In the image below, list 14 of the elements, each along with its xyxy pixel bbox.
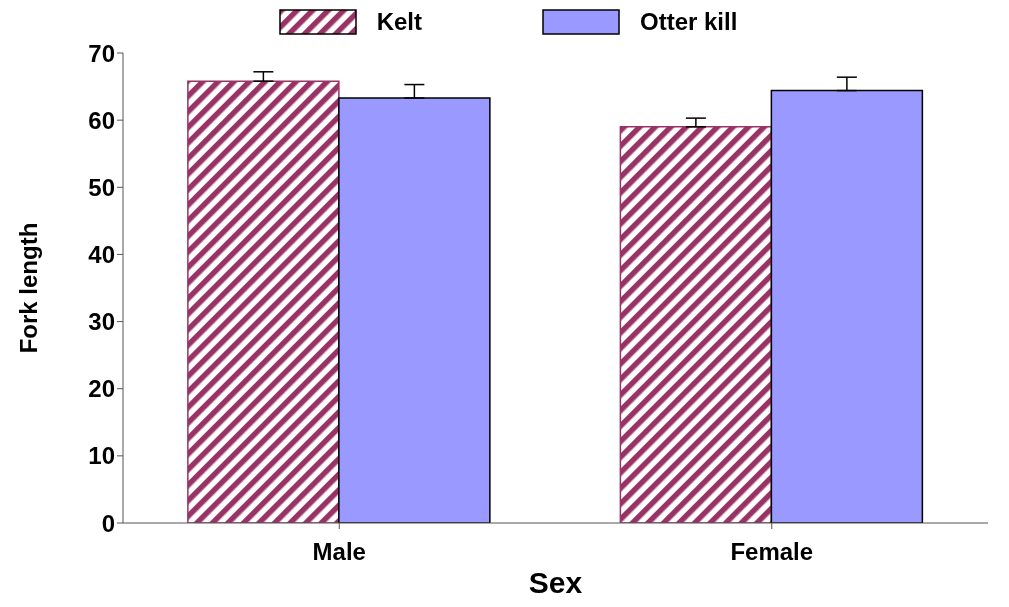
y-tick-label: 30 xyxy=(88,308,115,336)
x-tick-label: Female xyxy=(730,538,814,566)
x-tick-label: Male xyxy=(312,538,366,566)
y-tick-label: 0 xyxy=(101,509,115,537)
y-tick-label: 40 xyxy=(88,240,115,268)
legend-label: Kelt xyxy=(376,8,422,36)
y-tick-label: 50 xyxy=(88,173,115,201)
y-tick-label: 60 xyxy=(88,106,115,134)
y-axis-title: Fork length xyxy=(14,222,42,354)
y-tick-label: 10 xyxy=(88,442,115,470)
x-axis-title: Sex xyxy=(528,566,583,599)
y-tick-label: 70 xyxy=(88,39,115,67)
y-tick-label: 20 xyxy=(88,375,115,403)
legend-label: Otter kill xyxy=(639,8,738,36)
